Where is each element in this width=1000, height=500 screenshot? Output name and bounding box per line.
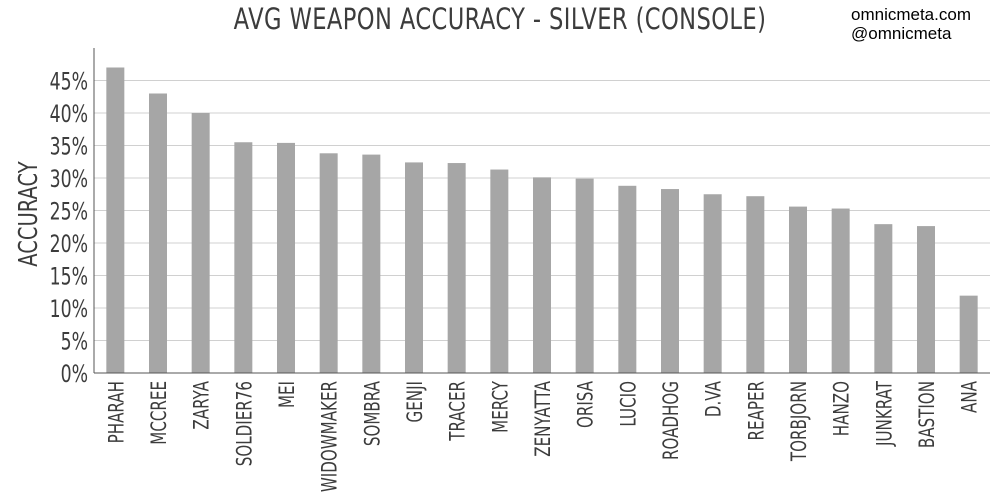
bar-zarya	[191, 113, 210, 373]
y-tick-label: 30%	[50, 165, 88, 193]
y-tick-label: 25%	[50, 198, 88, 226]
x-tick-label: ORISA	[574, 381, 598, 428]
x-tick-label: TORBJORN	[788, 381, 812, 462]
y-tick-label: 20%	[50, 230, 88, 258]
bar-pharah	[106, 67, 125, 373]
x-tick-label: HANZO	[830, 381, 854, 436]
bar-tracer	[447, 163, 466, 373]
bars	[106, 67, 978, 373]
credit-handle: @omnicmeta	[851, 24, 952, 43]
y-axis-label: ACCURACY	[14, 160, 43, 266]
bar-bastion	[917, 226, 935, 373]
axes	[93, 48, 990, 374]
x-tick-label: LUCIO	[617, 381, 641, 427]
y-tick-label: 5%	[61, 328, 88, 356]
y-tick-label: 0%	[61, 360, 88, 388]
bar-sombra	[362, 154, 381, 373]
x-tick-label: ZENYATTA	[532, 381, 556, 457]
x-tick-label: MEI	[276, 381, 300, 408]
bar-reaper	[746, 196, 765, 373]
x-tick-label: WIDOWMAKER	[318, 381, 342, 492]
x-tick-label: REAPER	[745, 381, 769, 441]
bar-lucio	[618, 185, 637, 373]
x-tick-label: GENJI	[404, 381, 428, 422]
x-tick-label: SOLDIER76	[233, 381, 257, 466]
bar-orisa	[575, 178, 594, 373]
bar-mercy	[490, 169, 509, 373]
y-tick-label: 15%	[50, 263, 88, 291]
x-tick-label: SOMBRA	[361, 381, 385, 447]
bar-widowmaker	[319, 153, 338, 373]
y-tick-label: 35%	[50, 133, 88, 161]
tick-labels: 0% 5% 10% 15% 20% 25% 30% 35% 40% 45% ACCURACY PHAR…	[14, 68, 982, 492]
x-tick-label: ZARYA	[190, 381, 214, 430]
y-tick-label: 10%	[50, 295, 88, 323]
bar-junkrat	[874, 224, 893, 373]
x-tick-label: MERCY	[489, 380, 513, 433]
x-tick-label: TRACER	[446, 381, 470, 442]
x-tick-label: JUNKRAT	[873, 380, 897, 447]
y-tick-label: 45%	[50, 68, 88, 96]
x-tick-label: D.VA	[702, 381, 726, 418]
bar-zenyatta	[533, 177, 551, 373]
bar-d-va	[703, 194, 722, 373]
bar-mccree	[149, 93, 167, 373]
bar-torbjorn	[789, 206, 807, 373]
bar-roadhog	[661, 189, 679, 373]
bar-ana	[959, 295, 978, 373]
x-tick-label: MCCREE	[148, 381, 172, 445]
bar-soldier76	[234, 142, 253, 373]
x-tick-label: ANA	[958, 381, 982, 413]
bar-mei	[277, 142, 295, 373]
x-tick-label: PHARAH	[105, 381, 129, 443]
y-tick-label: 40%	[50, 100, 88, 128]
bar-hanzo	[831, 208, 850, 373]
bar-genji	[405, 162, 423, 373]
credit-site: omnicmeta.com	[851, 5, 971, 24]
chart-title: AVG WEAPON ACCURACY - SILVER (CONSOLE)	[233, 2, 767, 36]
x-tick-label: BASTION	[916, 381, 940, 448]
x-tick-label: ROADHOG	[660, 381, 684, 460]
